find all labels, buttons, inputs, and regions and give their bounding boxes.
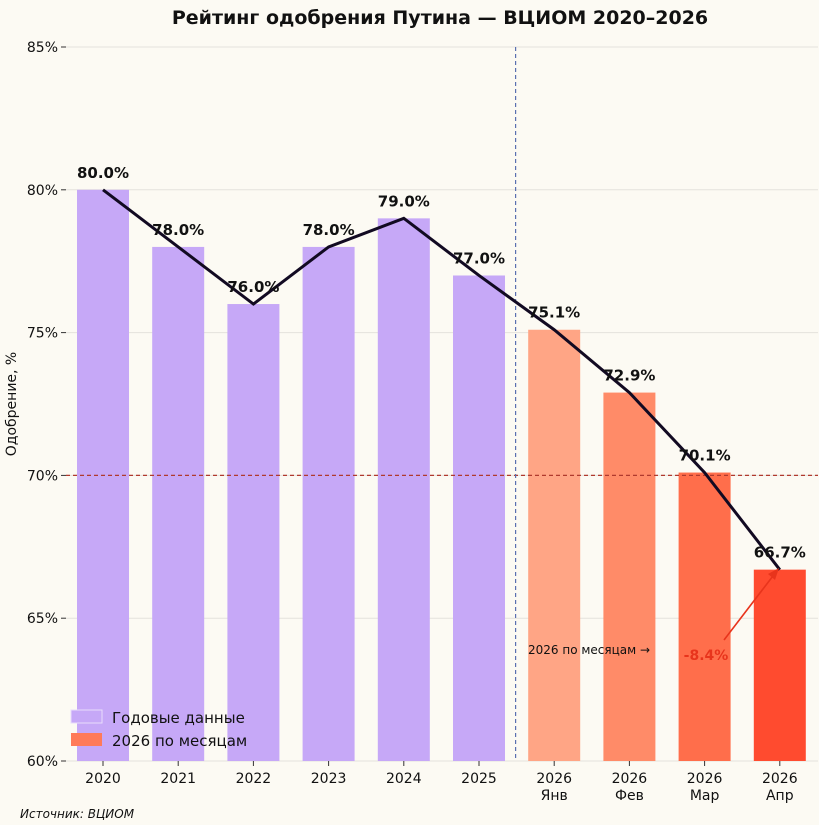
x-tick-label: Апр [766,788,794,804]
legend-swatch-monthly [71,733,102,746]
data-label: 66.7% [754,544,806,562]
data-label: 75.1% [528,304,580,322]
bar [678,472,731,761]
y-tick-label: 75% [27,326,58,342]
trend-line [102,188,781,571]
legend-swatch-annual [70,709,103,724]
data-label: 77.0% [453,249,505,267]
data-label: 72.9% [603,367,655,385]
data-label: 78.0% [152,221,204,239]
data-label: 70.1% [679,447,731,465]
section-annotation: 2026 по месяцам → [528,643,650,657]
y-tick-label: 65% [27,611,58,627]
x-tick-label: 2026 [612,771,648,787]
x-tick-label: Янв [541,788,568,804]
change-annotation: -8.4% [684,648,729,664]
x-tick-label: 2020 [85,771,121,787]
x-tick-label: 2023 [311,771,347,787]
y-tick-label: 60% [27,754,58,770]
bar [453,275,505,761]
bar [753,569,806,761]
bar [377,218,430,762]
arrow-head-icon [768,568,779,580]
bar [302,246,355,762]
x-tick-label: Фев [615,788,644,804]
x-tick-label: 2025 [461,771,497,787]
legend: Годовые данные 2026 по месяцам [70,709,247,750]
x-tick-label: 2021 [160,771,196,787]
y-tick-label: 80% [27,183,58,199]
x-tick-label: 2026 [536,771,572,787]
bar [528,329,581,761]
data-label: 79.0% [378,192,430,210]
data-label: 80.0% [77,164,129,182]
y-axis-label: Одобрение, % [4,352,20,456]
data-label: 78.0% [303,221,355,239]
source-note: Источник: ВЦИОМ [20,807,135,821]
legend-label-annual: Годовые данные [112,709,245,727]
bar [603,392,656,761]
x-tick-label: 2022 [236,771,272,787]
change-arrow [723,571,777,641]
y-tick-label: 85% [27,40,58,56]
x-tick-label: 2026 [762,771,798,787]
legend-label-monthly: 2026 по месяцам [112,732,247,750]
y-tick-label: 70% [27,468,58,484]
chart-title: Рейтинг одобрения Путина — ВЦИОМ 2020–20… [172,7,708,29]
data-label: 76.0% [227,278,279,296]
x-tick-label: 2024 [386,771,422,787]
bar [152,246,205,762]
x-tick-label: Мар [690,788,720,804]
x-tick-label: 2026 [687,771,723,787]
bar [227,304,280,761]
